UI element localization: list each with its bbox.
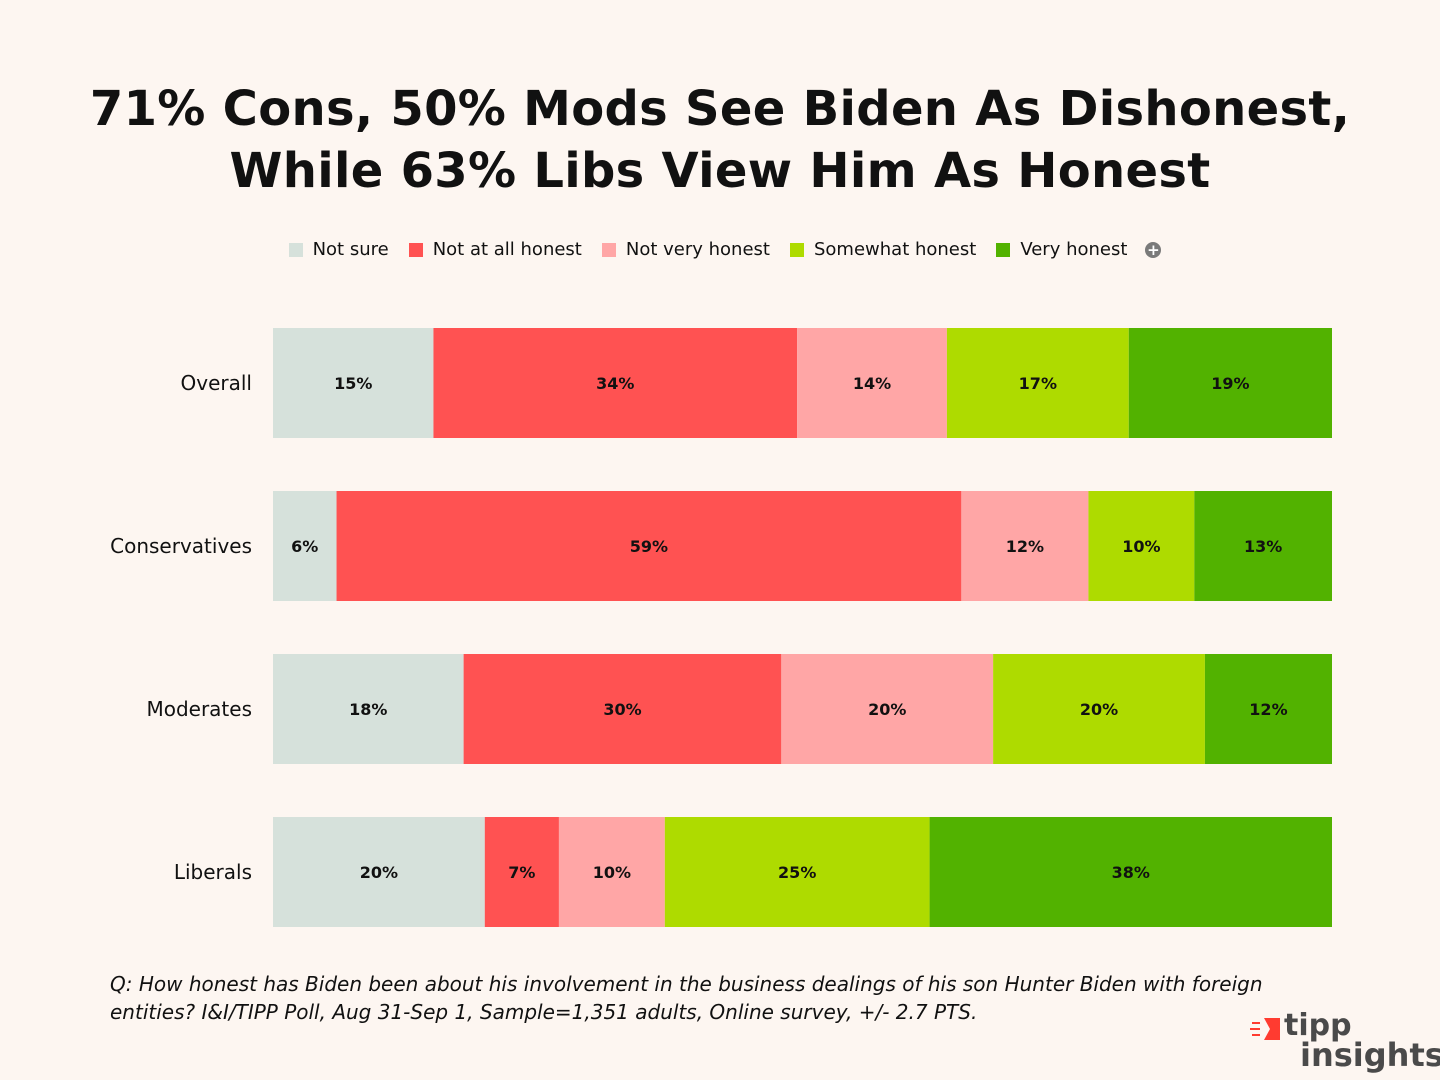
- data-label: 7%: [508, 863, 535, 882]
- data-label: 12%: [1249, 700, 1287, 719]
- chart-title: 71% Cons, 50% Mods See Biden As Dishones…: [0, 78, 1440, 202]
- data-label: 34%: [596, 374, 634, 393]
- legend-label: Not sure: [312, 239, 389, 260]
- bar-segment[interactable]: [1194, 491, 1332, 601]
- bar-segment[interactable]: [1204, 654, 1332, 764]
- data-label: 20%: [1080, 700, 1118, 719]
- logo-text-tipp: tipp: [1284, 1008, 1352, 1043]
- legend-item[interactable]: Somewhat honest: [789, 239, 977, 260]
- legend-swatch: [789, 242, 804, 257]
- data-label: 12%: [1006, 537, 1044, 556]
- data-label: 17%: [1019, 374, 1057, 393]
- chart-title-line1: 71% Cons, 50% Mods See Biden As Dishones…: [89, 81, 1351, 137]
- bar-segment[interactable]: [273, 817, 485, 927]
- data-label: 59%: [630, 537, 668, 556]
- legend-swatch: [601, 242, 616, 257]
- bar-segment[interactable]: [273, 654, 464, 764]
- legend-item[interactable]: Very honest: [996, 239, 1127, 260]
- category-label: Liberals: [174, 860, 252, 884]
- bar-segment[interactable]: [273, 491, 337, 601]
- data-label: 19%: [1211, 374, 1249, 393]
- chart-title-line2: While 63% Libs View Him As Honest: [229, 143, 1211, 199]
- data-label: 14%: [853, 374, 891, 393]
- category-label: Overall: [181, 371, 252, 395]
- chart-legend: Not sure Not at all honest Not very honest…: [0, 239, 1440, 260]
- bar-segment[interactable]: [484, 817, 559, 927]
- legend-label: Somewhat honest: [813, 239, 977, 260]
- category-label: Moderates: [146, 697, 252, 721]
- bar-segment[interactable]: [993, 654, 1205, 764]
- data-label: 10%: [593, 863, 631, 882]
- category-label: Conservatives: [110, 534, 252, 558]
- legend-swatch: [996, 242, 1011, 257]
- bar-segment[interactable]: [1088, 491, 1195, 601]
- legend-label: Not very honest: [625, 239, 770, 260]
- legend-item[interactable]: Not very honest: [601, 239, 770, 260]
- bar-segment[interactable]: [946, 328, 1129, 438]
- bar-segment[interactable]: [558, 817, 665, 927]
- legend-label: Not at all honest: [432, 239, 582, 260]
- bar-segment[interactable]: [781, 654, 994, 764]
- data-label: 18%: [349, 700, 387, 719]
- data-label: 13%: [1244, 537, 1282, 556]
- bar-segment[interactable]: [929, 817, 1332, 927]
- data-label: 15%: [334, 374, 372, 393]
- legend-item[interactable]: Not at all honest: [408, 239, 582, 260]
- data-label: 6%: [291, 537, 318, 556]
- bar-segment[interactable]: [961, 491, 1089, 601]
- legend-item[interactable]: Not sure: [288, 239, 389, 260]
- legend-swatch: [288, 242, 303, 257]
- data-label: 38%: [1112, 863, 1150, 882]
- bar-segment[interactable]: [1128, 328, 1332, 438]
- plus-circle-icon[interactable]: +: [1145, 240, 1162, 259]
- data-label: 20%: [868, 700, 906, 719]
- logo-text-insights: insights: [1300, 1036, 1440, 1074]
- tipp-insights-logo: tipp insights: [1250, 1008, 1440, 1078]
- data-label: 10%: [1122, 537, 1160, 556]
- data-label: 20%: [360, 863, 398, 882]
- data-label: 25%: [778, 863, 816, 882]
- footnote: Q: How honest has Biden been about his i…: [110, 972, 1263, 1024]
- legend-label: Very honest: [1020, 239, 1128, 260]
- bar-segment[interactable]: [336, 491, 962, 601]
- bar-segment[interactable]: [797, 328, 947, 438]
- legend-swatch: [408, 242, 423, 257]
- bar-segment[interactable]: [273, 328, 434, 438]
- bar-segment[interactable]: [664, 817, 930, 927]
- logo-mark-icon: [1250, 1018, 1280, 1040]
- data-label: 30%: [603, 700, 641, 719]
- bar-segment[interactable]: [463, 654, 782, 764]
- bar-segment[interactable]: [433, 328, 798, 438]
